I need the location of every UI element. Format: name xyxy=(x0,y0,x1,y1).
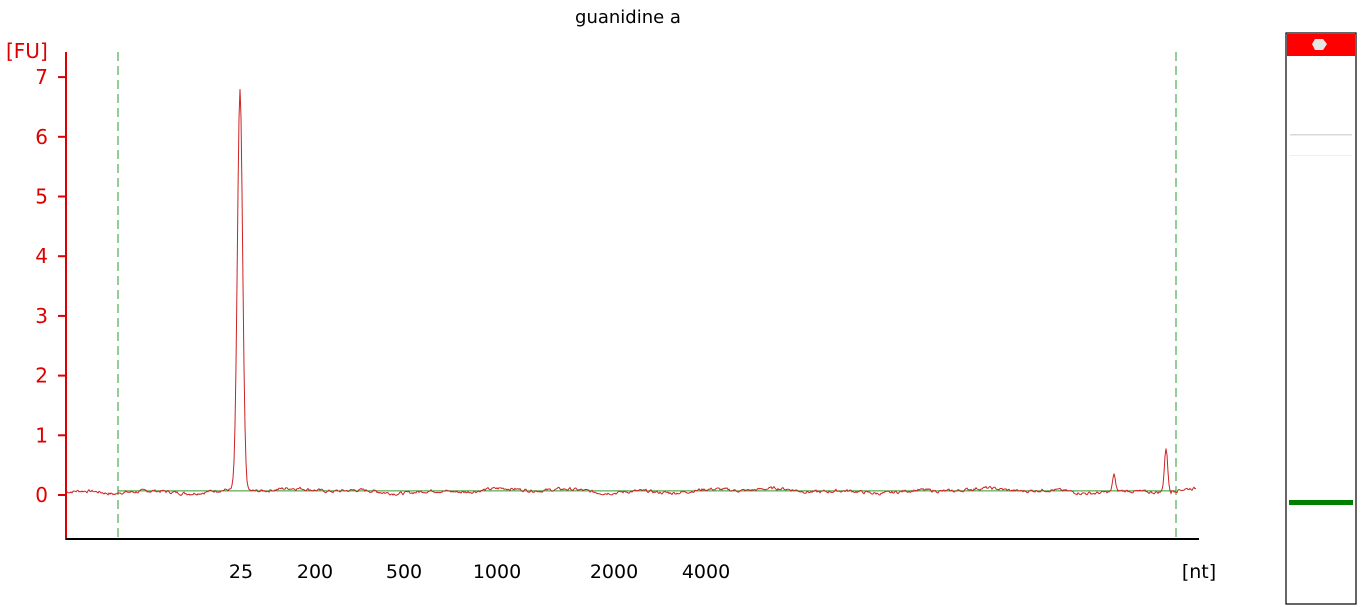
marker-spot-icon xyxy=(1312,39,1327,50)
trace-group xyxy=(65,89,1197,496)
y-tick-label: 1 xyxy=(35,423,48,447)
boundary-lines xyxy=(117,52,1177,539)
gel-lane-frame xyxy=(1285,32,1357,605)
x-tick-label: 2000 xyxy=(590,561,638,583)
y-tick-label: 3 xyxy=(35,304,48,328)
y-tick-label: 7 xyxy=(35,65,48,89)
x-tick-label: 200 xyxy=(297,561,333,583)
x-tick-label: 1000 xyxy=(473,561,521,583)
y-axis: [FU] xyxy=(6,39,67,540)
gel-faint-band xyxy=(1290,155,1352,156)
chart-title: guanidine a xyxy=(575,7,681,28)
x-axis-label: [nt] xyxy=(1182,561,1216,583)
y-tick-label: 0 xyxy=(35,483,48,507)
y-axis-label: [FU] xyxy=(6,39,48,63)
gel-faint-band xyxy=(1290,134,1352,136)
gel-sample-band xyxy=(1289,500,1353,505)
gel-lane xyxy=(1285,32,1357,605)
x-tick-label: 4000 xyxy=(682,561,730,583)
x-tick-label: 500 xyxy=(386,561,422,583)
y-tick-label: 6 xyxy=(35,125,48,149)
x-axis: [nt] xyxy=(66,538,1216,583)
y-tick-label: 5 xyxy=(35,185,48,209)
axis-ticks: 0 1 2 3 4 5 6 7 25 200 500 1000 2000 4000 xyxy=(35,65,730,583)
y-tick-label: 4 xyxy=(35,244,48,268)
x-tick-label: 25 xyxy=(229,561,253,583)
fluorescence-trace xyxy=(65,89,1197,496)
y-tick-label: 2 xyxy=(35,364,48,388)
